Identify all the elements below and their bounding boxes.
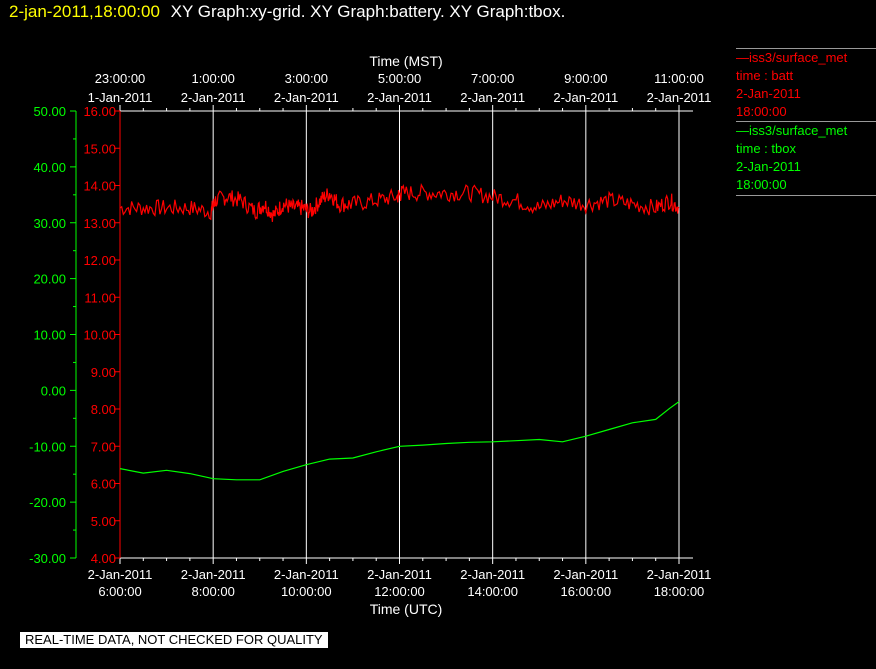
x-bottom-tick-time: 18:00:00 <box>654 584 705 599</box>
x-top-tick-date: 2-Jan-2011 <box>647 90 712 105</box>
chart-ticks: 2-Jan-2011 6:00:00 23:00:00 1-Jan-2011 2-Jan… <box>29 71 711 599</box>
x-bottom-axis-label: Time (UTC) <box>370 601 443 617</box>
x-top-tick-date: 2-Jan-2011 <box>553 90 618 105</box>
series-line-batt <box>119 183 680 222</box>
y-left-tick-label: -20.00 <box>29 495 66 510</box>
x-bottom-tick-date: 2-Jan-2011 <box>367 567 432 582</box>
x-bottom-tick-time: 10:00:00 <box>281 584 332 599</box>
x-top-tick-date: 2-Jan-2011 <box>367 90 432 105</box>
chart-series <box>119 183 680 481</box>
x-top-tick-time: 9:00:00 <box>564 71 607 86</box>
y-right-tick-label: 6.00 <box>91 477 116 492</box>
legend-tbox-var: time : tbox <box>736 141 796 156</box>
xy-chart: Time (MST) Time (UTC) 2-Jan-20116:00:002… <box>29 53 711 617</box>
x-bottom-tick-date: 2-Jan-2011 <box>553 567 618 582</box>
y-left-tick-label: -30.00 <box>29 551 66 566</box>
y-right-tick-label: 4.00 <box>91 551 116 566</box>
x-top-tick-time: 11:00:00 <box>654 71 704 86</box>
legend-tbox-date: 2-Jan-2011 <box>736 159 801 174</box>
x-top-tick-date: 1-Jan-2011 <box>88 90 153 105</box>
x-top-tick-time: 3:00:00 <box>285 71 328 86</box>
y-right-tick-label: 15.00 <box>83 141 116 156</box>
x-bottom-tick-date: 2-Jan-2011 <box>647 567 712 582</box>
y-left-tick-label: 30.00 <box>33 216 66 231</box>
x-top-tick-time: 23:00:00 <box>95 71 146 86</box>
x-top-tick-date: 2-Jan-2011 <box>181 90 246 105</box>
y-left-tick-label: 0.00 <box>41 383 66 398</box>
y-right-tick-label: 12.00 <box>83 253 116 268</box>
x-bottom-tick-time: 14:00:00 <box>467 584 518 599</box>
legend-tbox-source: —iss3/surface_met <box>736 123 848 138</box>
y-right-tick-label: 8.00 <box>91 402 116 417</box>
x-bottom-tick-date: 2-Jan-2011 <box>274 567 339 582</box>
x-top-axis-label: Time (MST) <box>369 53 442 69</box>
legend-tbox: —iss3/surface_met time : tbox 2-Jan-2011… <box>736 121 876 196</box>
y-right-tick-label: 7.00 <box>91 439 116 454</box>
y-left-tick-label: 50.00 <box>33 104 66 119</box>
y-right-tick-label: 9.00 <box>91 365 116 380</box>
x-bottom-tick-date: 2-Jan-2011 <box>181 567 246 582</box>
y-left-tick-label: -10.00 <box>29 439 66 454</box>
legend-batt-source: —iss3/surface_met <box>736 50 848 65</box>
x-top-tick-time: 1:00:00 <box>191 71 234 86</box>
series-line-tbox <box>119 401 680 481</box>
quality-disclaimer: REAL-TIME DATA, NOT CHECKED FOR QUALITY <box>20 632 328 648</box>
legend-tbox-time: 18:00:00 <box>736 177 787 192</box>
x-top-tick-date: 2-Jan-2011 <box>460 90 525 105</box>
y-right-tick-label: 13.00 <box>83 216 116 231</box>
x-bottom-tick-date: 2-Jan-2011 <box>460 567 525 582</box>
x-bottom-tick-date: 2-Jan-2011 <box>88 567 153 582</box>
y-right-tick-label: 11.00 <box>84 290 116 305</box>
x-top-tick-time: 7:00:00 <box>471 71 514 86</box>
chart-axes <box>75 110 693 559</box>
timestamp: 2-jan-2011,18:00:00 <box>9 2 160 21</box>
graph-list: XY Graph:xy-grid. XY Graph:battery. XY G… <box>170 2 566 21</box>
x-top-tick-date: 2-Jan-2011 <box>274 90 339 105</box>
x-bottom-tick-time: 16:00:00 <box>561 584 612 599</box>
legend-batt-date: 2-Jan-2011 <box>736 86 801 101</box>
y-left-tick-label: 40.00 <box>33 160 66 175</box>
y-left-tick-label: 10.00 <box>33 328 66 343</box>
x-bottom-tick-time: 6:00:00 <box>98 584 141 599</box>
legend-batt-time: 18:00:00 <box>736 104 787 119</box>
y-right-tick-label: 5.00 <box>91 514 116 529</box>
y-right-tick-label: 14.00 <box>83 179 116 194</box>
y-right-tick-label: 16.00 <box>83 104 116 119</box>
x-bottom-tick-time: 12:00:00 <box>374 584 425 599</box>
chart-grid <box>119 111 680 558</box>
legend-batt: —iss3/surface_met time : batt 2-Jan-2011… <box>736 48 876 121</box>
y-left-tick-label: 20.00 <box>33 272 66 287</box>
header: 2-jan-2011,18:00:00 XY Graph:xy-grid. XY… <box>9 2 565 22</box>
x-top-tick-time: 5:00:00 <box>378 71 421 86</box>
legend-batt-var: time : batt <box>736 68 794 83</box>
y-right-tick-label: 10.00 <box>83 328 116 343</box>
x-bottom-tick-time: 8:00:00 <box>191 584 234 599</box>
